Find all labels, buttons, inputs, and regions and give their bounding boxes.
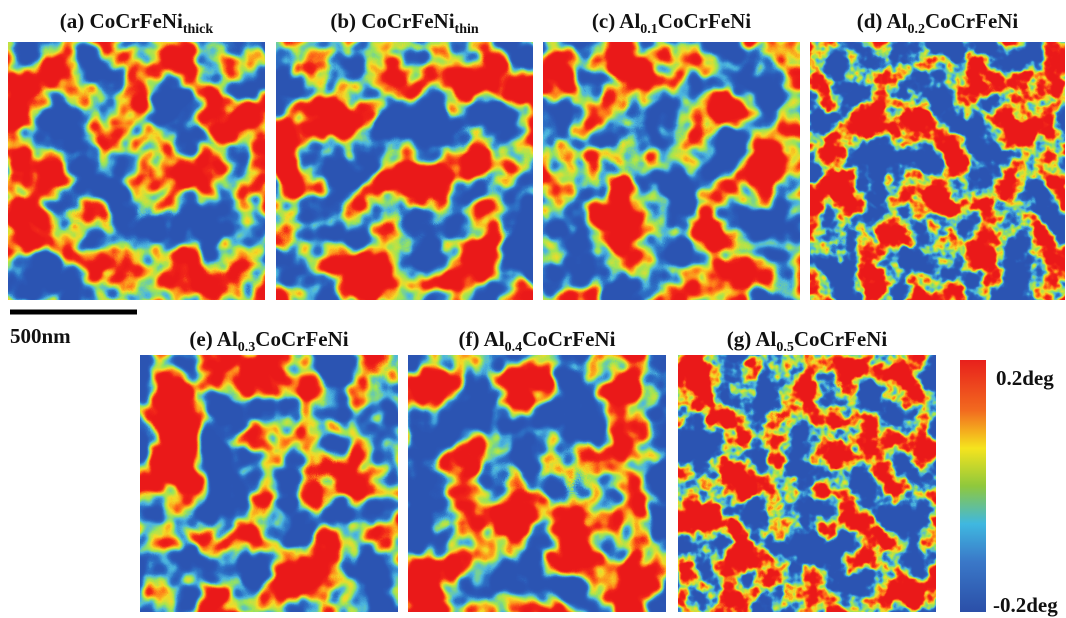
title-text: (c) Al: [592, 9, 641, 33]
title-subscript: 0.5: [776, 340, 794, 355]
panel-title: (e) Al0.3CoCrFeNi: [189, 327, 348, 355]
panels: (a) CoCrFeNithick(b) CoCrFeNithin(c) Al0…: [8, 9, 1065, 612]
colorbar-max-label: 0.2deg: [996, 366, 1054, 390]
title-text: (f) Al: [459, 327, 505, 351]
title-subscript: 0.3: [238, 340, 256, 355]
title-subscript: thin: [455, 22, 479, 37]
title-text: CoCrFeNi: [925, 9, 1018, 33]
mfm-image: [140, 355, 398, 612]
title-text: (d) Al: [857, 9, 908, 33]
mfm-image: [276, 42, 533, 300]
mfm-image: [810, 42, 1065, 300]
mfm-image: [8, 42, 265, 300]
title-text: CoCrFeNi: [255, 327, 348, 351]
title-subscript: 0.1: [640, 22, 658, 37]
title-subscript: thick: [183, 22, 214, 37]
mfm-image: [543, 42, 800, 300]
title-text: (g) Al: [727, 327, 777, 351]
colorbar-min-label: -0.2deg: [993, 593, 1058, 617]
title-text: CoCrFeNi: [522, 327, 615, 351]
title-text: CoCrFeNi: [794, 327, 887, 351]
title-subscript: 0.4: [505, 340, 523, 355]
panel-title: (d) Al0.2CoCrFeNi: [857, 9, 1019, 37]
title-text: CoCrFeNi: [658, 9, 751, 33]
title-text: (b) CoCrFeNi: [330, 9, 454, 33]
mfm-image: [408, 355, 666, 612]
title-text: (a) CoCrFeNi: [60, 9, 183, 33]
title-text: (e) Al: [189, 327, 238, 351]
mfm-image: [678, 355, 936, 612]
panel-title: (g) Al0.5CoCrFeNi: [727, 327, 888, 355]
panel-title: (a) CoCrFeNithick: [60, 9, 214, 37]
colorbar: [960, 360, 986, 612]
panel-title: (f) Al0.4CoCrFeNi: [459, 327, 616, 355]
scale-bar-label: 500nm: [10, 324, 71, 348]
figure: (a) CoCrFeNithick(b) CoCrFeNithin(c) Al0…: [0, 0, 1066, 618]
panel-title: (b) CoCrFeNithin: [330, 9, 479, 37]
panel-title: (c) Al0.1CoCrFeNi: [592, 9, 751, 37]
title-subscript: 0.2: [907, 22, 925, 37]
